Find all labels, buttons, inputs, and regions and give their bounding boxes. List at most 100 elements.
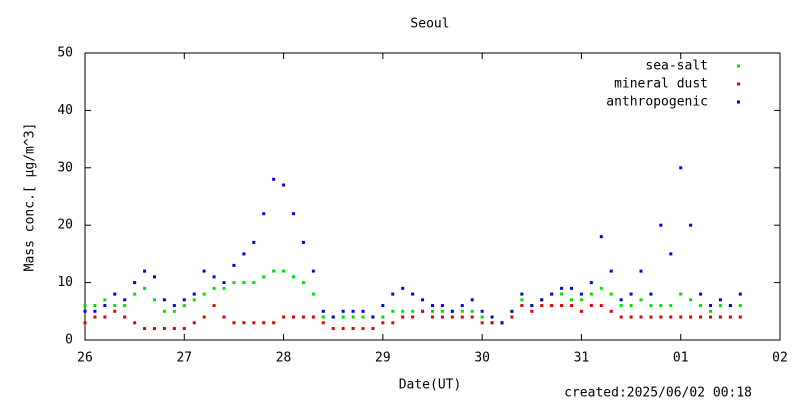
point	[361, 315, 365, 319]
footer: created:2025/06/02 00:18	[564, 386, 752, 400]
point	[460, 309, 464, 313]
point	[570, 286, 573, 290]
point	[649, 315, 653, 319]
point	[579, 292, 583, 296]
point	[738, 315, 742, 319]
point	[113, 292, 117, 296]
point	[639, 269, 643, 273]
point	[709, 315, 712, 319]
point	[272, 321, 276, 325]
point	[391, 321, 395, 325]
point	[629, 304, 633, 308]
point	[619, 298, 623, 302]
point	[192, 298, 196, 302]
point	[162, 309, 166, 313]
point	[262, 275, 266, 279]
point	[728, 315, 732, 319]
point	[242, 252, 246, 256]
point	[440, 309, 444, 313]
point	[709, 304, 712, 308]
point	[619, 304, 623, 308]
point	[679, 166, 683, 170]
point	[162, 327, 166, 331]
point	[351, 315, 355, 319]
x-tick-label: 01	[673, 351, 689, 366]
point	[699, 292, 703, 296]
point	[331, 327, 335, 331]
point	[272, 269, 276, 273]
point	[212, 286, 216, 290]
point	[212, 304, 216, 308]
point	[232, 321, 236, 325]
point	[411, 309, 415, 313]
point	[738, 292, 742, 296]
point	[411, 292, 415, 296]
legend-marker	[737, 82, 740, 86]
point	[311, 292, 315, 296]
point	[480, 315, 484, 319]
x-tick-label: 29	[375, 351, 391, 366]
point	[252, 281, 256, 285]
x-tick-label: 30	[474, 351, 490, 366]
point	[639, 298, 643, 302]
point	[182, 304, 186, 308]
point	[321, 309, 325, 313]
y-tick-label: 10	[57, 275, 73, 290]
point	[579, 298, 583, 302]
point	[252, 321, 256, 325]
point	[162, 298, 166, 302]
point	[480, 321, 484, 325]
point	[679, 315, 683, 319]
point	[83, 304, 87, 308]
point	[560, 286, 564, 290]
point	[560, 292, 564, 296]
point	[192, 321, 196, 325]
point	[599, 286, 603, 290]
point	[272, 177, 276, 181]
point	[262, 321, 266, 325]
point	[113, 309, 117, 313]
point	[599, 235, 603, 239]
point	[93, 315, 97, 319]
y-tick-label: 50	[57, 46, 73, 61]
point	[222, 286, 226, 290]
point	[321, 321, 325, 325]
point	[172, 309, 176, 313]
point	[550, 292, 554, 296]
point	[609, 309, 613, 313]
point	[579, 309, 583, 313]
point	[411, 315, 415, 319]
point	[292, 275, 295, 279]
point	[232, 263, 236, 267]
point	[560, 304, 564, 308]
point	[659, 315, 663, 319]
point	[321, 315, 325, 319]
point	[718, 315, 722, 319]
point	[738, 304, 742, 308]
x-tick-label: 02	[772, 351, 788, 366]
point	[728, 304, 732, 308]
point	[143, 269, 147, 273]
point	[282, 183, 286, 187]
point	[450, 309, 454, 313]
point	[669, 304, 673, 308]
legend-label: sea-salt	[645, 59, 708, 74]
point	[381, 304, 385, 308]
point	[470, 309, 474, 313]
point	[470, 315, 474, 319]
x-axis-label: Date(UT)	[399, 378, 462, 393]
point	[252, 240, 256, 244]
point	[629, 292, 633, 296]
point	[133, 292, 137, 296]
point	[689, 315, 693, 319]
legend-label: mineral dust	[614, 77, 708, 92]
point	[460, 304, 464, 308]
point	[421, 298, 425, 302]
point	[361, 327, 365, 331]
point	[341, 315, 345, 319]
point	[659, 304, 663, 308]
point	[470, 298, 474, 302]
point	[202, 315, 206, 319]
y-tick-label: 30	[57, 160, 73, 175]
point	[83, 321, 87, 325]
